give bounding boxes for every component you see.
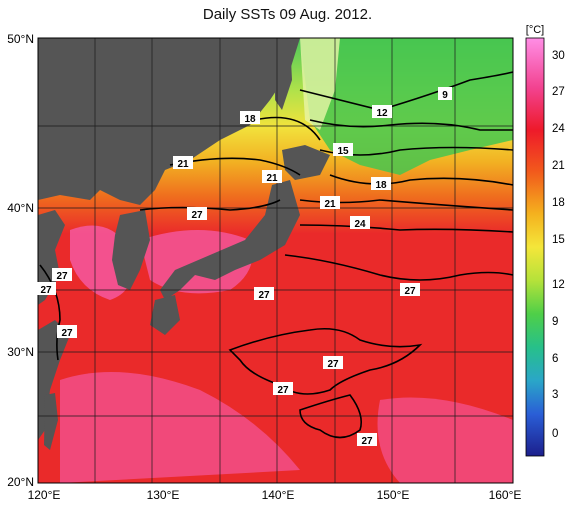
colorbar-tick: 6 xyxy=(552,353,558,365)
lon-label: 140°E xyxy=(262,488,295,502)
longitude-labels: 120°E 130°E 140°E 150°E 160°E xyxy=(28,488,522,502)
china-coast-north xyxy=(38,210,65,305)
colorbar-tick: 24 xyxy=(552,123,565,135)
lat-label: 30°N xyxy=(7,345,34,359)
contour-label: 9 xyxy=(442,90,448,101)
taiwan-island xyxy=(44,393,58,450)
graticule xyxy=(38,38,513,483)
colorbar: [°C] 30 27 24 21 18 15 12 9 6 3 0 xyxy=(525,24,565,457)
colorbar-tick: 3 xyxy=(552,389,558,401)
colorbar-tick: 12 xyxy=(552,279,565,291)
isotherm-27-north xyxy=(139,199,281,211)
colorbar-ticks: 30 27 24 21 18 15 12 9 6 3 0 xyxy=(552,50,565,440)
korean-peninsula xyxy=(112,210,150,290)
isotherm-21-west xyxy=(169,157,301,176)
isotherm-9 xyxy=(299,71,513,111)
colorbar-tick: 18 xyxy=(552,197,565,209)
cool-coastal-water xyxy=(300,38,340,130)
contour-label: 27 xyxy=(404,286,416,297)
colorbar-tick: 21 xyxy=(552,160,565,172)
contour-label: 21 xyxy=(324,199,336,210)
lon-label: 120°E xyxy=(28,488,61,502)
contour-label: 27 xyxy=(327,359,339,370)
map-area xyxy=(38,38,513,483)
contour-label: 27 xyxy=(191,210,203,221)
contour-label: 15 xyxy=(337,146,349,157)
colorbar-tick: 0 xyxy=(552,428,558,440)
cold-water-region xyxy=(300,38,513,175)
isotherm-12 xyxy=(309,119,513,131)
contour-label: 18 xyxy=(244,114,256,125)
map-frame xyxy=(37,37,514,484)
isotherm-27-south xyxy=(299,394,363,439)
lon-label: 150°E xyxy=(377,488,410,502)
lat-label: 40°N xyxy=(7,201,34,215)
lat-label: 50°N xyxy=(7,32,34,46)
contour-label: 21 xyxy=(177,159,189,170)
contour-label: 27 xyxy=(61,328,73,339)
isotherm-27-east xyxy=(284,254,513,281)
colorbar-gradient xyxy=(525,37,545,457)
contour-label: 27 xyxy=(277,385,289,396)
contour-labels: 9 12 15 18 18 21 21 21 24 27 27 27 27 27… xyxy=(36,87,452,447)
isotherm-24 xyxy=(299,224,513,233)
contour-label: 27 xyxy=(258,290,270,301)
honshu-island xyxy=(160,180,300,300)
asian-mainland xyxy=(38,38,300,205)
colorbar-tick: 27 xyxy=(552,86,565,98)
warm-patch-south xyxy=(60,372,300,483)
contour-label: 21 xyxy=(266,173,278,184)
warm-patch-south-east xyxy=(377,397,513,483)
isotherm-18 xyxy=(329,174,513,186)
contour-label: 27 xyxy=(361,436,373,447)
lat-label: 20°N xyxy=(7,475,34,489)
colorbar-unit: [°C] xyxy=(526,24,544,36)
contour-label: 27 xyxy=(56,271,68,282)
colorbar-tick: 30 xyxy=(552,50,565,62)
contour-label: 24 xyxy=(354,219,366,230)
isotherm-18-north xyxy=(254,116,321,141)
colorbar-tick: 9 xyxy=(552,316,558,328)
contour-label: 18 xyxy=(375,180,387,191)
contour-label: 12 xyxy=(376,108,388,119)
lon-label: 130°E xyxy=(147,488,180,502)
lon-label: 160°E xyxy=(489,488,522,502)
latitude-labels: 50°N 40°N 30°N 20°N xyxy=(7,32,34,489)
map-title: Daily SSTs 09 Aug. 2012. xyxy=(202,6,373,23)
kyushu-island xyxy=(150,295,180,335)
sakhalin-island xyxy=(275,40,292,110)
contour-label: 27 xyxy=(40,285,52,296)
isotherms xyxy=(39,71,513,439)
colorbar-tick: 15 xyxy=(552,234,565,246)
isotherm-27-west xyxy=(39,264,61,361)
